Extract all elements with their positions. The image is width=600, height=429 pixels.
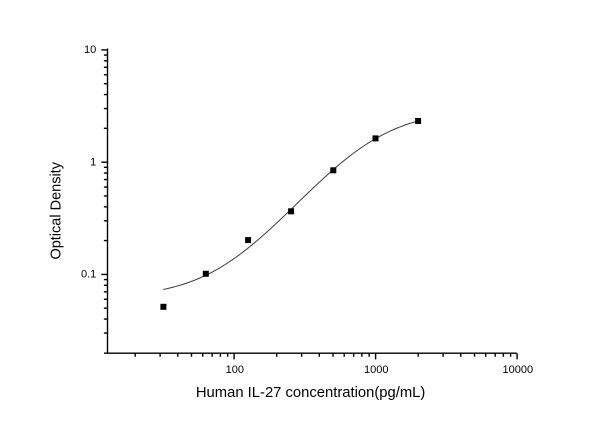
svg-text:100: 100 [226,364,244,376]
svg-text:1000: 1000 [364,364,388,376]
svg-text:10000: 10000 [503,364,534,376]
svg-text:Human IL-27 concentration(pg/m: Human IL-27 concentration(pg/mL) [196,385,426,401]
svg-text:10: 10 [84,44,96,56]
svg-text:0.1: 0.1 [81,269,96,281]
svg-text:Optical Density: Optical Density [48,161,64,259]
svg-text:1: 1 [90,156,96,168]
